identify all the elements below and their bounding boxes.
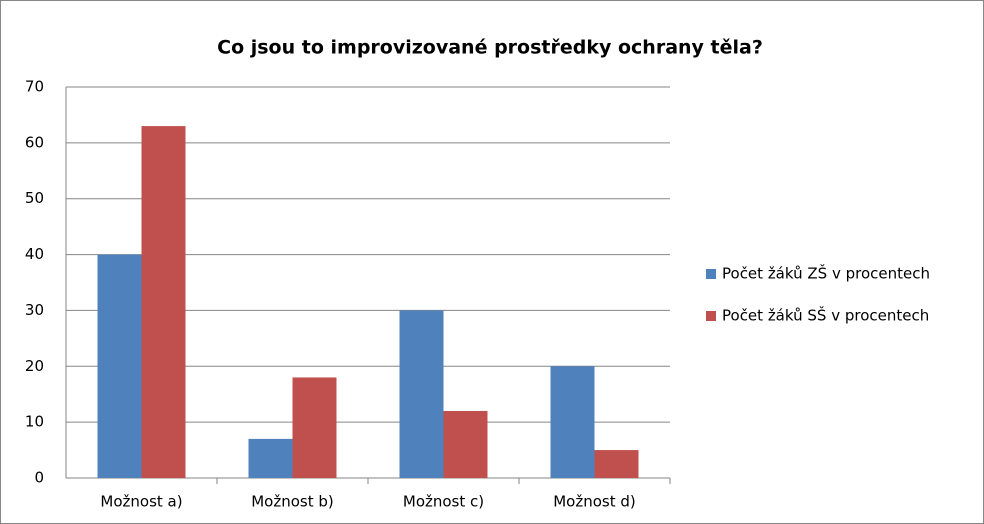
y-tick-label: 0 [34,469,44,487]
legend-label: Počet žáků ZŠ v procentech [722,264,930,283]
y-tick-label: 10 [25,413,44,431]
bar [248,438,293,478]
y-tick-label: 40 [25,245,44,263]
x-tick-label: Možnost c) [403,493,484,511]
bar [594,450,639,478]
x-tick-label: Možnost d) [553,493,636,511]
y-tick-label: 20 [25,357,44,375]
bar [399,310,444,478]
legend-swatch [706,311,716,321]
y-tick-label: 50 [25,189,44,207]
y-tick-label: 60 [25,133,44,151]
bar [97,254,142,478]
bar [550,366,595,478]
chart-title: Co jsou to improvizované prostředky ochr… [217,37,763,59]
y-tick-label: 70 [25,78,44,96]
x-tick-label: Možnost a) [100,493,182,511]
x-tick-label: Možnost b) [251,493,334,511]
bar [292,377,337,478]
y-tick-label: 30 [25,301,44,319]
bar [141,126,186,478]
bar [443,410,488,478]
legend-label: Počet žáků SŠ v procentech [722,306,929,325]
legend-swatch [706,269,716,279]
